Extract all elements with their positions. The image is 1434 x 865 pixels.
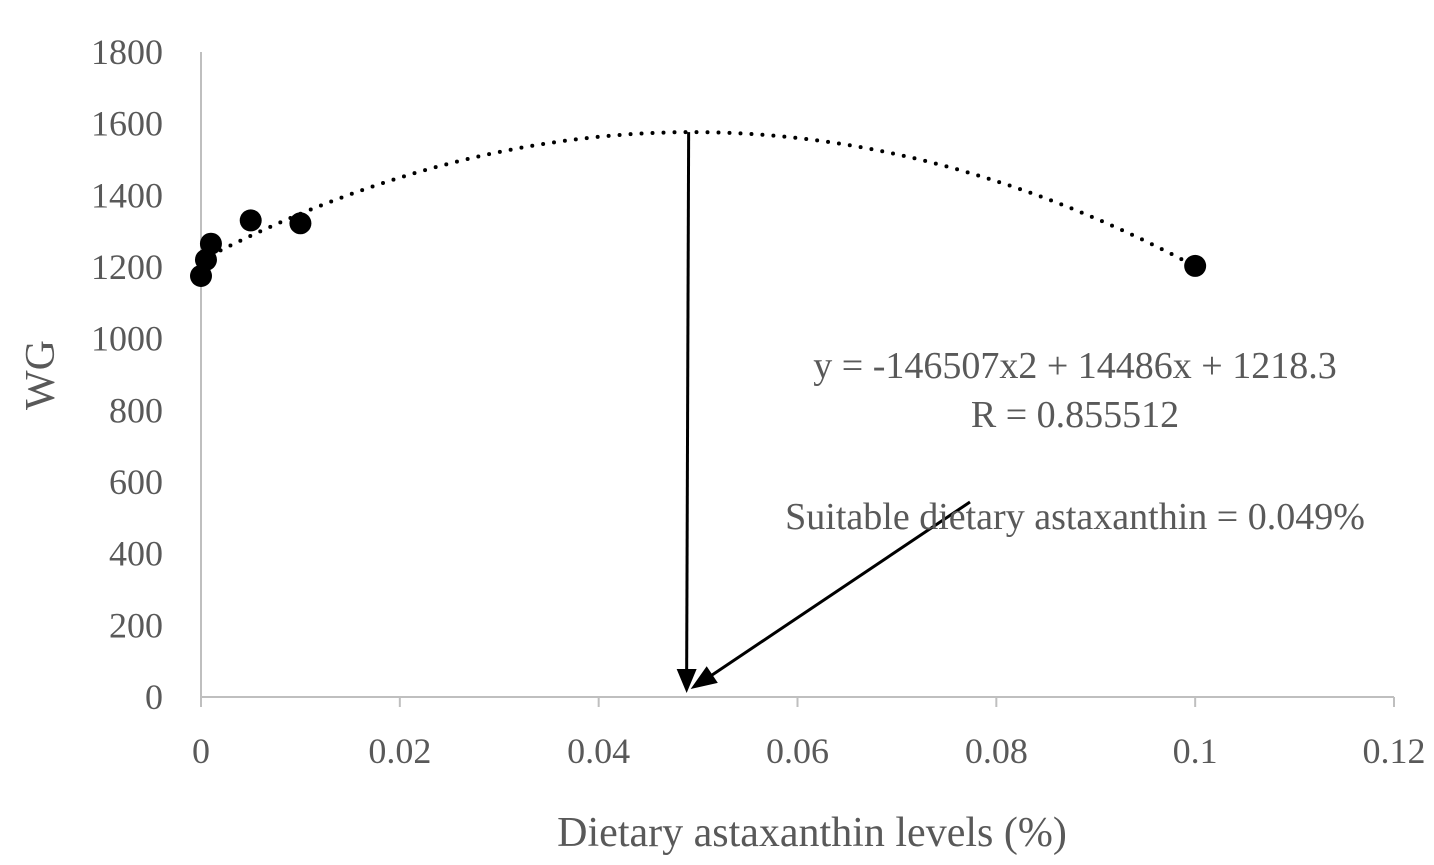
suitable-level-label: Suitable dietary astaxanthin = 0.049% — [785, 496, 1365, 538]
y-tick-label: 1800 — [91, 32, 163, 72]
y-tick-label: 1000 — [91, 319, 163, 359]
x-tick-label: 0.08 — [965, 731, 1028, 771]
vertical-arrow-head — [676, 669, 697, 693]
trendline-path — [199, 130, 1198, 269]
x-tick-label: 0.02 — [368, 731, 431, 771]
y-axis-title: WG — [18, 340, 64, 410]
y-tick-label: 600 — [109, 462, 163, 502]
axes — [200, 52, 1395, 707]
arrows — [676, 132, 971, 693]
y-tick-label: 200 — [109, 605, 163, 645]
x-tick-label: 0.04 — [567, 731, 630, 771]
tick-labels: 0 0.02 0.04 0.06 0.08 0.1 0.12 0 200 400 600 800 100… — [91, 32, 1426, 771]
data-point — [289, 212, 312, 235]
x-axis-title: Dietary astaxanthin levels (%) — [557, 810, 1067, 856]
diagonal-arrow-line — [703, 500, 971, 682]
r-value-label: R = 0.855512 — [971, 394, 1179, 436]
equation-label: y = -146507x2 + 14486x + 1218.3 — [813, 345, 1336, 387]
x-tick-label: 0.12 — [1363, 731, 1426, 771]
y-tick-label: 800 — [109, 390, 163, 430]
y-tick-label: 400 — [109, 534, 163, 574]
diagonal-arrow-head — [690, 666, 718, 689]
trendline — [199, 130, 1198, 269]
x-tick-label: 0.06 — [766, 731, 829, 771]
y-tick-label: 0 — [145, 677, 163, 717]
data-point — [239, 209, 262, 232]
x-tick-label: 0.1 — [1173, 731, 1218, 771]
x-tick-label: 0 — [192, 731, 210, 771]
vertical-arrow-line — [685, 132, 691, 676]
y-tick-label: 1600 — [91, 104, 163, 144]
data-points — [190, 209, 1207, 287]
data-point — [1184, 254, 1207, 277]
y-tick-label: 1200 — [91, 247, 163, 287]
data-point — [199, 232, 222, 255]
y-tick-label: 1400 — [91, 175, 163, 215]
